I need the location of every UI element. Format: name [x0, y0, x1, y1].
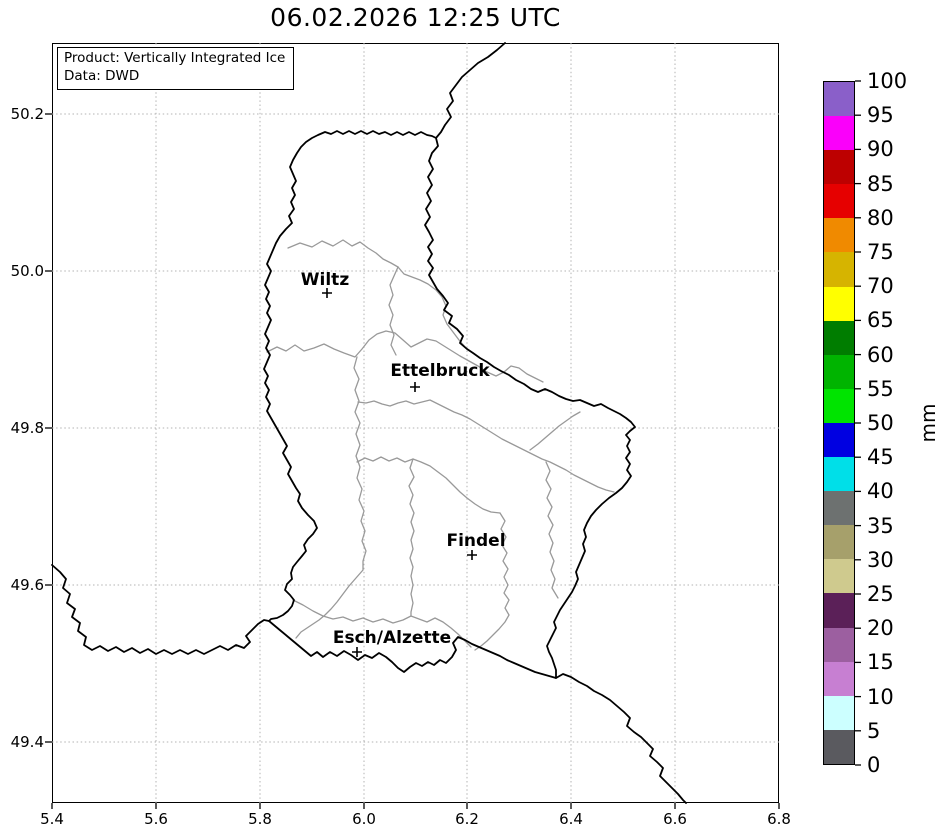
colorbar-tick-label: 65	[867, 308, 894, 333]
colorbar-segment	[824, 422, 854, 458]
colorbar-tick-label: 95	[867, 103, 894, 128]
colorbar-tick-label: 45	[867, 445, 894, 470]
axis-ticks	[45, 113, 780, 809]
colorbar-tick-label: 35	[867, 513, 894, 538]
y-tick-label: 50.0	[10, 262, 44, 280]
info-box-data-source: Data: DWD	[64, 67, 140, 84]
x-tick-label: 5.4	[40, 810, 64, 828]
colorbar-unit-label: mm	[916, 403, 940, 443]
city-label: Wiltz	[300, 270, 350, 290]
x-tick-label: 6.8	[767, 810, 791, 828]
city-label: Esch/Alzette	[332, 628, 452, 648]
colorbar-tick-label: 80	[867, 205, 894, 230]
canton-borders	[266, 239, 615, 651]
colorbar-tick-label: 40	[867, 479, 894, 504]
city-marker-icon	[467, 550, 477, 560]
colorbar-tick-label: 5	[867, 718, 881, 743]
city-label: Findel	[446, 531, 506, 551]
colorbar-segment	[824, 525, 854, 560]
colorbar-tick-label: 30	[867, 547, 894, 572]
city-marker-icon	[352, 647, 362, 657]
info-box-product: Product: Vertically Integrated Ice	[64, 50, 286, 66]
colorbar-tick-label: 60	[867, 342, 894, 367]
colorbar-tick-label: 0	[867, 753, 881, 777]
map-plot-area	[52, 43, 779, 803]
colorbar-segment	[824, 82, 854, 117]
colorbar-segment	[824, 286, 854, 321]
colorbar-segment	[824, 252, 854, 287]
y-tick-label: 50.2	[10, 105, 44, 123]
colorbar-tick-label: 20	[867, 616, 894, 641]
colorbar-ticks	[855, 80, 861, 766]
colorbar-tick-label: 75	[867, 240, 894, 264]
colorbar-segment	[824, 491, 854, 526]
city-label: Ettelbruck	[390, 361, 490, 381]
colorbar-tick-label: 10	[867, 684, 894, 709]
city-marker-icon	[410, 382, 420, 392]
colorbar-tick-label: 90	[867, 137, 894, 162]
info-box: Product: Vertically Integrated Ice Data:…	[57, 47, 295, 90]
colorbar-segment	[824, 559, 854, 594]
colorbar-segment	[824, 150, 854, 185]
colorbar-segment	[824, 457, 854, 492]
colorbar-tick-label: 70	[867, 274, 894, 299]
colorbar-segment	[824, 218, 854, 253]
colorbar-tick-label: 25	[867, 582, 894, 606]
page-title: 06.02.2026 12:25 UTC	[270, 3, 561, 32]
colorbar-segment	[824, 729, 854, 764]
colorbar-segment	[824, 116, 854, 151]
x-tick-label: 6.4	[559, 810, 583, 828]
y-tick-label: 49.4	[10, 733, 44, 751]
colorbar-segment	[824, 388, 854, 423]
colorbar	[823, 81, 855, 765]
x-tick-label: 6.2	[455, 810, 479, 828]
colorbar-tick-label: 50	[867, 411, 894, 435]
x-tick-label: 5.6	[144, 810, 168, 828]
x-tick-label: 6.0	[352, 810, 376, 828]
y-tick-label: 49.6	[10, 576, 44, 594]
x-tick-label: 5.8	[248, 810, 272, 828]
grid-lines	[52, 43, 779, 803]
x-tick-label: 6.6	[663, 810, 687, 828]
colorbar-segment	[824, 661, 854, 696]
colorbar-segment	[824, 320, 854, 355]
colorbar-tick-label: 55	[867, 376, 894, 401]
colorbar-tick-label: 85	[867, 171, 894, 196]
colorbar-segment	[824, 184, 854, 219]
colorbar-segment	[824, 627, 854, 662]
colorbar-segment	[824, 695, 854, 730]
city-markers	[322, 288, 477, 657]
colorbar-segment	[824, 354, 854, 389]
y-tick-label: 49.8	[10, 419, 44, 437]
city-marker-icon	[322, 288, 332, 298]
colorbar-segment	[824, 593, 854, 628]
colorbar-tick-label: 15	[867, 650, 894, 675]
country-borders	[51, 42, 687, 804]
colorbar-tick-label: 100	[867, 69, 908, 93]
